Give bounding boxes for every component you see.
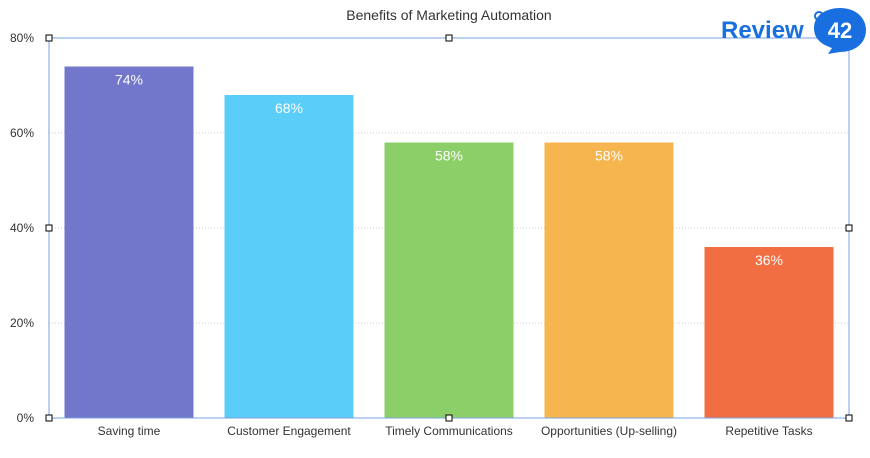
resize-handle[interactable] — [45, 414, 53, 422]
logo-text: Review — [721, 17, 804, 44]
bar[interactable] — [224, 95, 354, 418]
y-tick-label: 20% — [10, 316, 34, 330]
x-tick-label: Customer Engagement — [227, 424, 351, 438]
y-axis-ticks: 0% 20% 40% 60% 80% — [10, 31, 34, 425]
bar[interactable] — [544, 142, 674, 419]
x-axis-labels: Saving time Customer Engagement Timely Com… — [98, 424, 813, 438]
y-tick-label: 0% — [17, 411, 35, 425]
bar[interactable] — [64, 66, 194, 419]
x-tick-label: Timely Communications — [385, 424, 513, 438]
x-tick-label: Opportunities (Up-selling) — [541, 424, 677, 438]
resize-handle[interactable] — [845, 224, 853, 232]
bar-data-label: 58% — [435, 148, 463, 164]
bar-data-label: 36% — [755, 252, 783, 268]
bar-data-label: 58% — [595, 148, 623, 164]
bar-data-label: 74% — [115, 72, 143, 88]
x-tick-label: Repetitive Tasks — [725, 424, 812, 438]
logo-badge-number: 42 — [828, 18, 852, 43]
selection-frame[interactable] — [45, 34, 853, 422]
logo-badge-icon: 42 — [814, 8, 866, 54]
y-tick-label: 80% — [10, 31, 34, 45]
y-tick-label: 60% — [10, 126, 34, 140]
bar[interactable] — [704, 247, 834, 418]
chart-title: Benefits of Marketing Automation — [346, 7, 551, 23]
resize-handle[interactable] — [445, 414, 453, 422]
resize-handle[interactable] — [45, 34, 53, 42]
bar-data-label: 68% — [275, 100, 303, 116]
resize-handle[interactable] — [445, 34, 453, 42]
bars: 74% 68% 58% 58% 36% — [64, 66, 834, 419]
x-tick-label: Saving time — [98, 424, 161, 438]
y-tick-label: 40% — [10, 221, 34, 235]
review42-logo: Review 42 — [721, 8, 866, 54]
resize-handle[interactable] — [845, 414, 853, 422]
bar[interactable] — [384, 142, 514, 419]
resize-handle[interactable] — [45, 224, 53, 232]
